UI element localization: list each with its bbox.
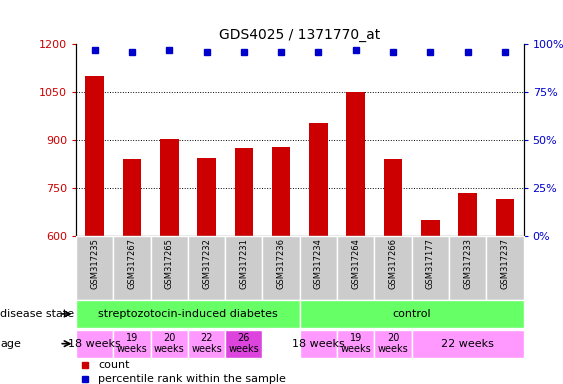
- Bar: [346, 92, 365, 236]
- Text: GSM317236: GSM317236: [276, 238, 285, 289]
- Text: GSM317265: GSM317265: [165, 238, 174, 289]
- Bar: [337, 236, 374, 300]
- Bar: [449, 236, 486, 300]
- Bar: [262, 236, 300, 300]
- Bar: [412, 330, 524, 358]
- Bar: [300, 330, 337, 358]
- Bar: [225, 236, 262, 300]
- Text: 18 weeks: 18 weeks: [292, 339, 345, 349]
- Bar: [76, 300, 300, 328]
- Text: 22 weeks: 22 weeks: [441, 339, 494, 349]
- Bar: [123, 159, 141, 236]
- Text: 18 weeks: 18 weeks: [68, 339, 121, 349]
- Text: GSM317233: GSM317233: [463, 238, 472, 289]
- Text: GSM317237: GSM317237: [501, 238, 510, 289]
- Bar: [113, 330, 151, 358]
- Text: control: control: [392, 309, 431, 319]
- Text: age: age: [0, 339, 21, 349]
- Bar: [225, 330, 262, 358]
- Text: count: count: [99, 360, 130, 370]
- Text: GSM317264: GSM317264: [351, 238, 360, 289]
- Bar: [160, 139, 178, 236]
- Bar: [486, 236, 524, 300]
- Text: percentile rank within the sample: percentile rank within the sample: [99, 374, 286, 384]
- Text: GSM317232: GSM317232: [202, 238, 211, 289]
- Bar: [374, 330, 412, 358]
- Text: disease state: disease state: [0, 309, 74, 319]
- Text: streptozotocin-induced diabetes: streptozotocin-induced diabetes: [98, 309, 278, 319]
- Bar: [309, 122, 328, 236]
- Bar: [188, 330, 225, 358]
- Text: 20
weeks: 20 weeks: [154, 333, 185, 354]
- Title: GDS4025 / 1371770_at: GDS4025 / 1371770_at: [219, 28, 381, 42]
- Bar: [495, 199, 514, 236]
- Text: GSM317267: GSM317267: [127, 238, 136, 289]
- Bar: [76, 236, 113, 300]
- Text: 22
weeks: 22 weeks: [191, 333, 222, 354]
- Bar: [374, 236, 412, 300]
- Bar: [300, 300, 524, 328]
- Bar: [384, 159, 403, 236]
- Bar: [151, 236, 188, 300]
- Text: 19
weeks: 19 weeks: [341, 333, 371, 354]
- Bar: [235, 148, 253, 236]
- Bar: [86, 76, 104, 236]
- Bar: [197, 158, 216, 236]
- Bar: [113, 236, 151, 300]
- Text: GSM317177: GSM317177: [426, 238, 435, 289]
- Text: 19
weeks: 19 weeks: [117, 333, 148, 354]
- Text: 20
weeks: 20 weeks: [378, 333, 408, 354]
- Bar: [300, 236, 337, 300]
- Bar: [337, 330, 374, 358]
- Bar: [458, 193, 477, 236]
- Text: GSM317266: GSM317266: [388, 238, 397, 289]
- Bar: [76, 330, 113, 358]
- Bar: [421, 220, 440, 236]
- Text: GSM317231: GSM317231: [239, 238, 248, 289]
- Text: GSM317235: GSM317235: [90, 238, 99, 289]
- Bar: [151, 330, 188, 358]
- Text: 26
weeks: 26 weeks: [229, 333, 259, 354]
- Text: GSM317234: GSM317234: [314, 238, 323, 289]
- Bar: [272, 147, 291, 236]
- Bar: [188, 236, 225, 300]
- Bar: [412, 236, 449, 300]
